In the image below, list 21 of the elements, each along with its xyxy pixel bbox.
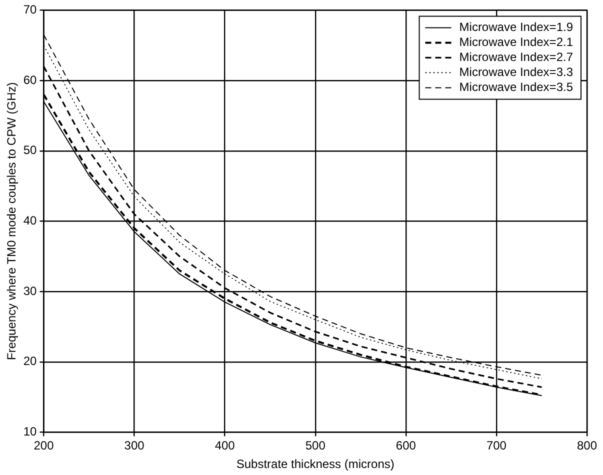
y-tick-label: 10 <box>23 424 38 439</box>
legend-label: Microwave Index=3.3 <box>459 65 574 80</box>
legend-label: Microwave Index=2.7 <box>459 50 574 64</box>
legend-label: Microwave Index=2.1 <box>459 35 574 50</box>
y-tick-label: 30 <box>23 284 38 298</box>
y-tick-label: 70 <box>23 2 38 17</box>
legend-label: Microwave Index=3.5 <box>459 80 574 94</box>
legend-label: Microwave Index=1.9 <box>459 20 574 34</box>
y-tick-label: 60 <box>23 72 38 87</box>
y-tick-label: 40 <box>23 214 38 228</box>
x-tick-label: 200 <box>34 438 54 453</box>
x-tick-label: 300 <box>124 438 145 453</box>
x-tick-label: 700 <box>486 438 507 453</box>
x-tick-label: 800 <box>576 438 598 453</box>
y-tick-label: 50 <box>23 143 38 158</box>
x-tick-label: 500 <box>305 438 326 453</box>
x-tick-label: 600 <box>396 438 416 453</box>
y-axis-title: Frequency where TM0 mode couples to CPW (GHz) <box>4 82 19 360</box>
x-tick-label: 400 <box>214 438 236 453</box>
y-tick-label: 20 <box>23 354 38 368</box>
x-axis-title: Substrate thickness (microns) <box>236 457 394 472</box>
